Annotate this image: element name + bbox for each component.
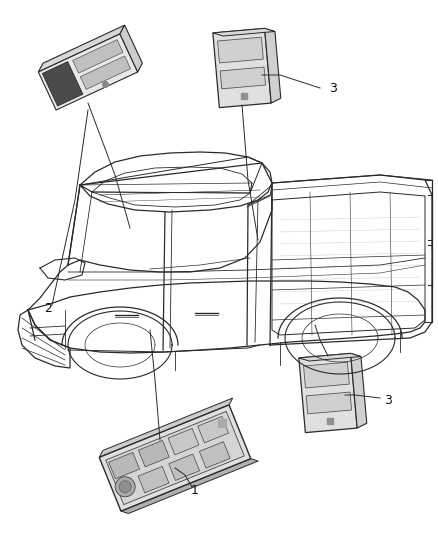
Polygon shape [299, 353, 361, 361]
Polygon shape [39, 34, 138, 110]
Polygon shape [138, 440, 169, 467]
Polygon shape [213, 28, 275, 36]
Polygon shape [220, 67, 265, 89]
Polygon shape [138, 466, 169, 493]
Polygon shape [304, 362, 350, 388]
Text: 3: 3 [329, 82, 337, 94]
Text: 3: 3 [384, 393, 392, 407]
Text: 1: 1 [191, 483, 199, 497]
Polygon shape [218, 37, 263, 63]
Polygon shape [99, 398, 233, 457]
Polygon shape [299, 353, 357, 433]
Polygon shape [213, 28, 271, 108]
Polygon shape [351, 353, 367, 428]
Polygon shape [199, 442, 230, 468]
Polygon shape [80, 56, 131, 90]
Circle shape [119, 481, 131, 493]
Polygon shape [121, 459, 258, 513]
Polygon shape [168, 429, 199, 455]
Polygon shape [198, 416, 229, 443]
Polygon shape [306, 392, 352, 414]
Text: 2: 2 [44, 302, 52, 314]
Polygon shape [265, 28, 281, 103]
Polygon shape [120, 25, 142, 72]
Polygon shape [109, 453, 140, 479]
Polygon shape [39, 25, 125, 72]
Circle shape [115, 477, 135, 497]
Polygon shape [106, 411, 244, 505]
Polygon shape [73, 39, 123, 73]
Polygon shape [169, 454, 200, 480]
Polygon shape [42, 62, 83, 106]
Polygon shape [99, 405, 251, 511]
